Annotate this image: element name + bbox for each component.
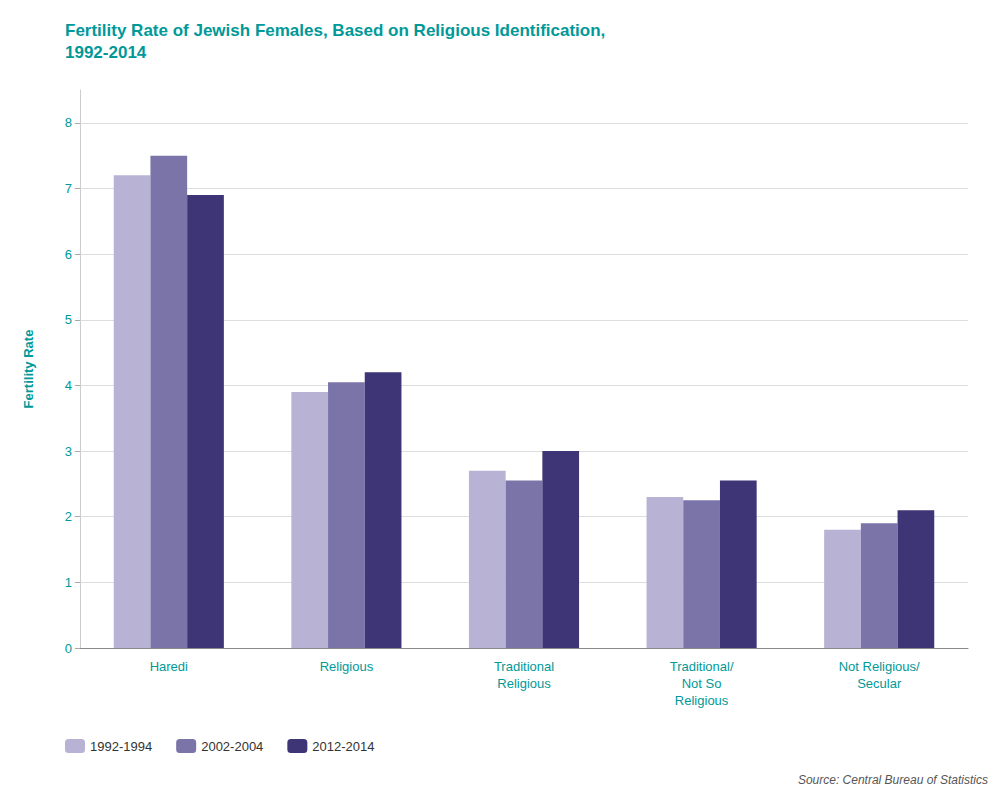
svg-text:Religious: Religious xyxy=(320,659,374,674)
svg-text:Religious: Religious xyxy=(497,676,551,691)
svg-text:2: 2 xyxy=(65,509,72,524)
svg-text:Fertility Rate of Jewish Femal: Fertility Rate of Jewish Females, Based … xyxy=(65,21,605,40)
svg-text:Source: Central Bureau of Stat: Source: Central Bureau of Statistics xyxy=(798,773,988,787)
svg-text:Not So: Not So xyxy=(682,676,722,691)
svg-text:8: 8 xyxy=(65,115,72,130)
svg-text:2002-2004: 2002-2004 xyxy=(201,739,263,754)
svg-text:5: 5 xyxy=(65,312,72,327)
svg-text:1992-1994: 1992-1994 xyxy=(90,739,152,754)
svg-text:0: 0 xyxy=(65,641,72,656)
svg-text:7: 7 xyxy=(65,181,72,196)
svg-text:4: 4 xyxy=(65,378,72,393)
svg-text:2012-2014: 2012-2014 xyxy=(312,739,374,754)
svg-text:1: 1 xyxy=(65,575,72,590)
svg-text:1992-2014: 1992-2014 xyxy=(65,43,147,62)
svg-text:Not Religious/: Not Religious/ xyxy=(839,659,920,674)
svg-text:6: 6 xyxy=(65,247,72,262)
svg-text:Secular: Secular xyxy=(857,676,902,691)
svg-text:Traditional/: Traditional/ xyxy=(670,659,734,674)
svg-text:Traditional: Traditional xyxy=(494,659,554,674)
svg-text:Religious: Religious xyxy=(675,693,729,708)
svg-text:Haredi: Haredi xyxy=(150,659,188,674)
svg-text:3: 3 xyxy=(65,444,72,459)
svg-text:Fertility Rate: Fertility Rate xyxy=(21,330,36,409)
